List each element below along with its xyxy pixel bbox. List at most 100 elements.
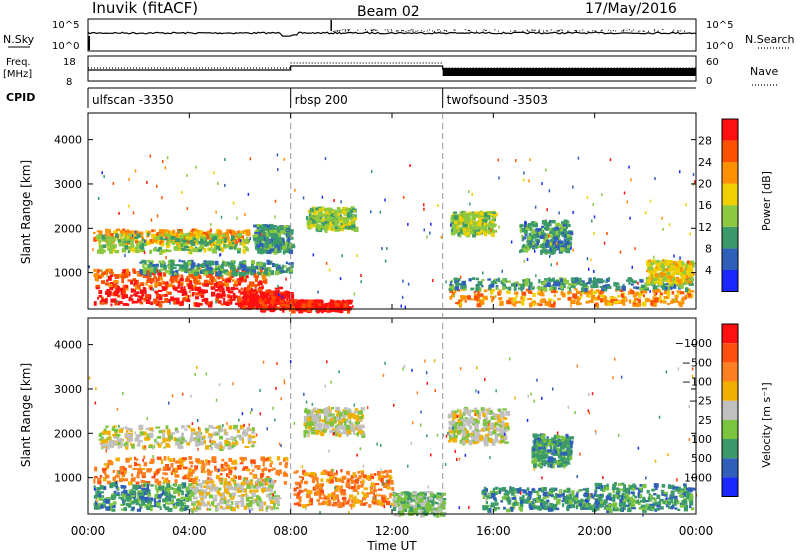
heatmap-cell bbox=[589, 278, 592, 282]
nsky-dot bbox=[615, 31, 616, 32]
heatmap-cell bbox=[551, 263, 553, 266]
heatmap-cell bbox=[543, 239, 545, 242]
heatmap-cell bbox=[537, 287, 541, 290]
heatmap-cell bbox=[108, 269, 111, 273]
heatmap-cell bbox=[548, 302, 550, 307]
heatmap-cell bbox=[498, 297, 502, 301]
heatmap-cell bbox=[508, 298, 513, 301]
heatmap-cell bbox=[96, 236, 101, 240]
heatmap-cell bbox=[103, 499, 106, 504]
power-colorbar-label: Power [dB] bbox=[760, 171, 773, 231]
heatmap-cell bbox=[128, 178, 130, 181]
heatmap-cell bbox=[529, 303, 532, 308]
heatmap-cell bbox=[608, 302, 613, 306]
heatmap-cell bbox=[189, 287, 193, 289]
nsky-dot bbox=[446, 31, 447, 32]
heatmap-cell bbox=[221, 216, 223, 219]
heatmap-cell bbox=[535, 223, 538, 228]
heatmap-cell bbox=[116, 229, 120, 231]
heatmap-cell bbox=[155, 487, 158, 491]
nsky-dot bbox=[654, 29, 655, 30]
heatmap-cell bbox=[219, 436, 223, 440]
nsky-dot bbox=[582, 29, 583, 30]
heatmap-cell bbox=[118, 497, 121, 499]
heatmap-cell bbox=[551, 228, 555, 231]
heatmap-cell bbox=[468, 190, 470, 193]
heatmap-cell bbox=[183, 240, 188, 243]
cpid-segment-label: ulfscan -3350 bbox=[92, 93, 174, 107]
heatmap-cell bbox=[253, 442, 255, 445]
heatmap-cell bbox=[164, 265, 167, 270]
heatmap-cell bbox=[135, 438, 140, 442]
nsky-dot bbox=[374, 29, 375, 30]
heatmap-cell bbox=[191, 260, 193, 263]
heatmap-cell bbox=[479, 212, 484, 216]
heatmap-cell bbox=[184, 507, 186, 511]
heatmap-cell bbox=[142, 289, 145, 294]
heatmap-cell bbox=[277, 456, 280, 460]
heatmap-cell bbox=[186, 236, 189, 239]
heatmap-cell bbox=[327, 223, 330, 225]
heatmap-cell bbox=[554, 227, 558, 231]
heatmap-cell bbox=[136, 434, 140, 438]
heatmap-cell bbox=[334, 223, 338, 227]
heatmap-cell bbox=[93, 479, 95, 484]
heatmap-cell bbox=[219, 291, 221, 293]
heatmap-cell bbox=[285, 241, 288, 245]
heatmap-cell bbox=[204, 440, 206, 444]
heatmap-cell bbox=[541, 226, 544, 228]
heatmap-cell bbox=[202, 269, 205, 272]
heatmap-cell bbox=[140, 431, 144, 435]
heatmap-cell bbox=[201, 266, 205, 268]
nsky-dot bbox=[638, 31, 639, 32]
heatmap-cell bbox=[128, 234, 131, 237]
heatmap-cell bbox=[279, 304, 284, 307]
heatmap-cell bbox=[303, 300, 308, 303]
heatmap-cell bbox=[156, 469, 159, 474]
heatmap-cell bbox=[151, 234, 156, 238]
heatmap-cell bbox=[642, 302, 646, 307]
heatmap-cell bbox=[330, 224, 334, 227]
heatmap-cell bbox=[317, 291, 319, 294]
heatmap-cell bbox=[99, 240, 102, 243]
heatmap-cell bbox=[132, 490, 135, 494]
heatmap-cell bbox=[109, 287, 113, 290]
nsky-dot bbox=[432, 30, 433, 31]
heatmap-cell bbox=[217, 182, 219, 185]
heatmap-cell bbox=[133, 270, 136, 274]
heatmap-cell bbox=[125, 446, 128, 450]
heatmap-cell bbox=[541, 298, 545, 302]
heatmap-cell bbox=[285, 278, 287, 281]
heatmap-cell bbox=[160, 277, 163, 280]
heatmap-cell bbox=[516, 301, 521, 304]
heatmap-cell bbox=[281, 266, 284, 270]
heatmap-cell bbox=[258, 272, 261, 275]
heatmap-cell bbox=[529, 245, 532, 248]
heatmap-cell bbox=[138, 241, 142, 245]
heatmap-cell bbox=[329, 269, 331, 272]
heatmap-cell bbox=[663, 259, 665, 262]
heatmap-cell bbox=[250, 437, 252, 442]
heatmap-cell bbox=[146, 506, 150, 510]
heatmap-cell bbox=[342, 211, 346, 215]
heatmap-cell bbox=[138, 499, 141, 502]
heatmap-cell bbox=[534, 235, 538, 238]
heatmap-cell bbox=[525, 230, 528, 234]
heatmap-cell bbox=[636, 286, 640, 289]
nsky-dot bbox=[588, 31, 589, 32]
heatmap-cell bbox=[302, 303, 307, 308]
heatmap-cell bbox=[235, 237, 237, 239]
heatmap-cell bbox=[157, 457, 162, 460]
heatmap-cell bbox=[171, 496, 176, 499]
heatmap-cell bbox=[273, 243, 276, 246]
heatmap-cell bbox=[283, 459, 285, 462]
heatmap-cell bbox=[283, 471, 286, 473]
heatmap-cell bbox=[685, 295, 688, 297]
nsky-dot bbox=[631, 31, 632, 32]
heatmap-cell bbox=[679, 170, 681, 173]
heatmap-cell bbox=[255, 275, 259, 278]
heatmap-cell bbox=[538, 228, 542, 231]
heatmap-cell bbox=[133, 477, 135, 480]
heatmap-cell bbox=[562, 234, 565, 237]
heatmap-cell bbox=[105, 500, 108, 503]
